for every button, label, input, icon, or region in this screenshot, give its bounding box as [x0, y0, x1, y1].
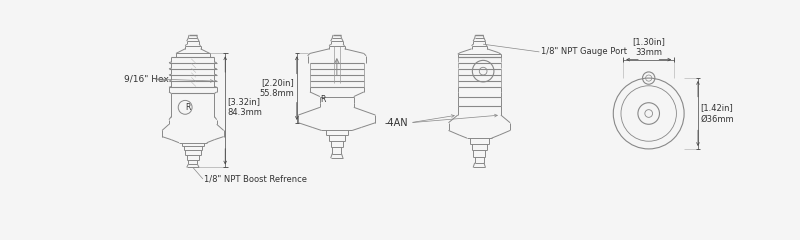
Text: [2.20in]
55.8mm: [2.20in] 55.8mm [260, 78, 294, 98]
Text: [1.42in]
Ø36mm: [1.42in] Ø36mm [700, 103, 734, 124]
Text: [1.30in]
33mm: [1.30in] 33mm [632, 37, 665, 57]
Text: [3.32in]
84.3mm: [3.32in] 84.3mm [227, 97, 262, 117]
Text: 9/16" Hex: 9/16" Hex [123, 74, 169, 83]
Text: R: R [320, 95, 326, 104]
Text: R: R [185, 103, 190, 112]
Text: 1/8" NPT Gauge Port: 1/8" NPT Gauge Port [541, 48, 627, 56]
Text: -4AN: -4AN [385, 118, 409, 128]
Text: 1/8" NPT Boost Refrence: 1/8" NPT Boost Refrence [205, 174, 307, 183]
